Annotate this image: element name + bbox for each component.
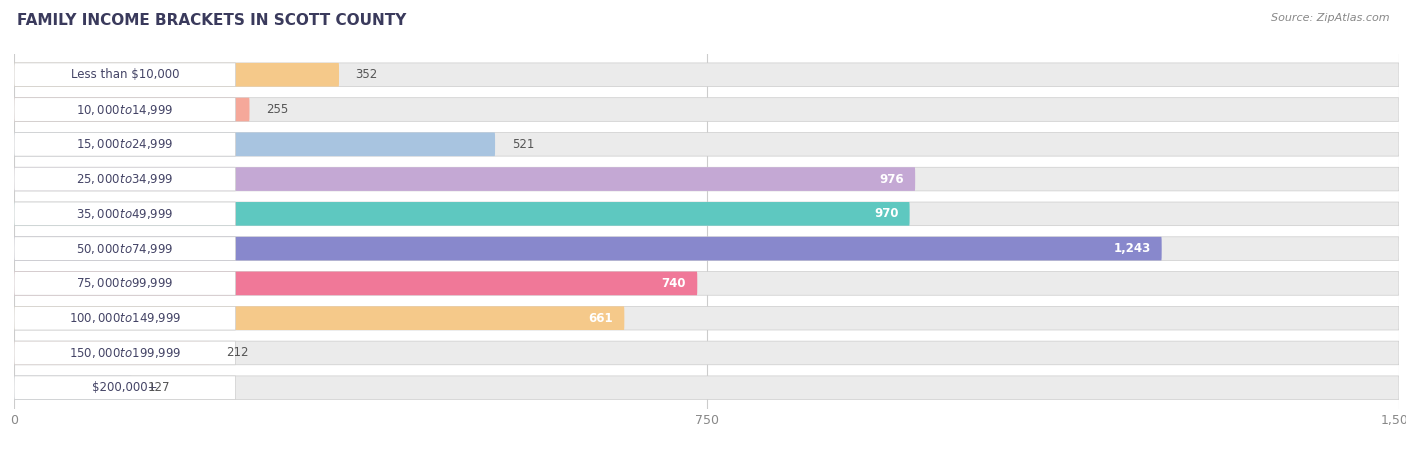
FancyBboxPatch shape (14, 202, 1399, 226)
Text: 970: 970 (875, 207, 898, 220)
FancyBboxPatch shape (14, 306, 624, 330)
Text: 976: 976 (880, 172, 904, 185)
Text: $150,000 to $199,999: $150,000 to $199,999 (69, 346, 181, 360)
FancyBboxPatch shape (14, 63, 339, 87)
FancyBboxPatch shape (14, 132, 1399, 156)
FancyBboxPatch shape (14, 272, 697, 295)
Text: $50,000 to $74,999: $50,000 to $74,999 (76, 242, 173, 255)
FancyBboxPatch shape (14, 63, 1399, 87)
FancyBboxPatch shape (14, 341, 209, 365)
Text: $75,000 to $99,999: $75,000 to $99,999 (76, 277, 173, 291)
Text: 212: 212 (226, 347, 249, 360)
Text: Source: ZipAtlas.com: Source: ZipAtlas.com (1271, 13, 1389, 23)
FancyBboxPatch shape (14, 202, 236, 226)
Text: 127: 127 (148, 381, 170, 394)
FancyBboxPatch shape (14, 167, 236, 191)
Text: $25,000 to $34,999: $25,000 to $34,999 (76, 172, 173, 186)
Text: 352: 352 (356, 68, 378, 81)
Text: 1,243: 1,243 (1114, 242, 1150, 255)
Text: 521: 521 (512, 138, 534, 151)
Text: $200,000+: $200,000+ (93, 381, 157, 394)
FancyBboxPatch shape (14, 167, 915, 191)
Text: 255: 255 (266, 103, 288, 116)
Text: $10,000 to $14,999: $10,000 to $14,999 (76, 102, 173, 117)
Text: 661: 661 (589, 312, 613, 325)
FancyBboxPatch shape (14, 376, 1399, 400)
FancyBboxPatch shape (14, 272, 236, 295)
FancyBboxPatch shape (14, 63, 236, 87)
FancyBboxPatch shape (14, 376, 131, 400)
FancyBboxPatch shape (14, 98, 1399, 121)
FancyBboxPatch shape (14, 306, 236, 330)
FancyBboxPatch shape (14, 237, 1161, 260)
FancyBboxPatch shape (14, 98, 249, 121)
FancyBboxPatch shape (14, 341, 1399, 365)
FancyBboxPatch shape (14, 237, 236, 260)
FancyBboxPatch shape (14, 272, 1399, 295)
Text: FAMILY INCOME BRACKETS IN SCOTT COUNTY: FAMILY INCOME BRACKETS IN SCOTT COUNTY (17, 13, 406, 28)
FancyBboxPatch shape (14, 376, 236, 400)
Text: Less than $10,000: Less than $10,000 (70, 68, 179, 81)
FancyBboxPatch shape (14, 132, 236, 156)
FancyBboxPatch shape (14, 237, 1399, 260)
FancyBboxPatch shape (14, 167, 1399, 191)
FancyBboxPatch shape (14, 202, 910, 226)
FancyBboxPatch shape (14, 98, 236, 121)
Text: $100,000 to $149,999: $100,000 to $149,999 (69, 311, 181, 325)
FancyBboxPatch shape (14, 306, 1399, 330)
FancyBboxPatch shape (14, 341, 236, 365)
Text: $35,000 to $49,999: $35,000 to $49,999 (76, 207, 173, 221)
Text: $15,000 to $24,999: $15,000 to $24,999 (76, 137, 173, 151)
Text: 740: 740 (662, 277, 686, 290)
FancyBboxPatch shape (14, 132, 495, 156)
